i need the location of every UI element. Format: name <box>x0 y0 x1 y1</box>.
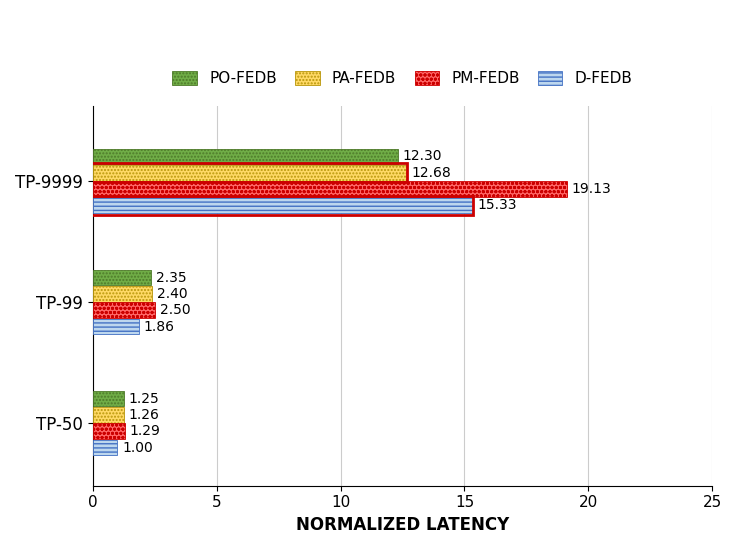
Text: 1.86: 1.86 <box>144 320 175 334</box>
Bar <box>93 149 397 164</box>
Text: 1.29: 1.29 <box>130 424 161 438</box>
Text: 2.35: 2.35 <box>156 271 186 284</box>
Bar <box>91 196 472 215</box>
Text: 12.68: 12.68 <box>412 166 452 180</box>
Bar <box>93 270 151 285</box>
Text: 2.40: 2.40 <box>157 287 188 301</box>
Bar <box>93 165 407 181</box>
Bar <box>93 286 152 302</box>
Text: 1.26: 1.26 <box>129 408 160 422</box>
Text: 2.50: 2.50 <box>159 303 190 317</box>
Text: 15.33: 15.33 <box>478 199 517 212</box>
Text: 19.13: 19.13 <box>572 182 612 196</box>
Text: 12.30: 12.30 <box>402 149 442 164</box>
Text: 1.00: 1.00 <box>122 441 153 455</box>
Bar <box>93 318 139 334</box>
X-axis label: NORMALIZED LATENCY: NORMALIZED LATENCY <box>296 516 509 534</box>
Legend: PO-FEDB, PA-FEDB, PM-FEDB, D-FEDB: PO-FEDB, PA-FEDB, PM-FEDB, D-FEDB <box>167 65 639 92</box>
Bar <box>93 440 117 456</box>
Bar <box>93 407 124 423</box>
Bar <box>93 302 155 318</box>
Bar <box>93 423 125 439</box>
Bar <box>93 181 567 197</box>
Bar <box>93 198 472 214</box>
Text: 1.25: 1.25 <box>128 391 159 406</box>
Bar <box>91 164 407 182</box>
Bar <box>93 391 124 406</box>
